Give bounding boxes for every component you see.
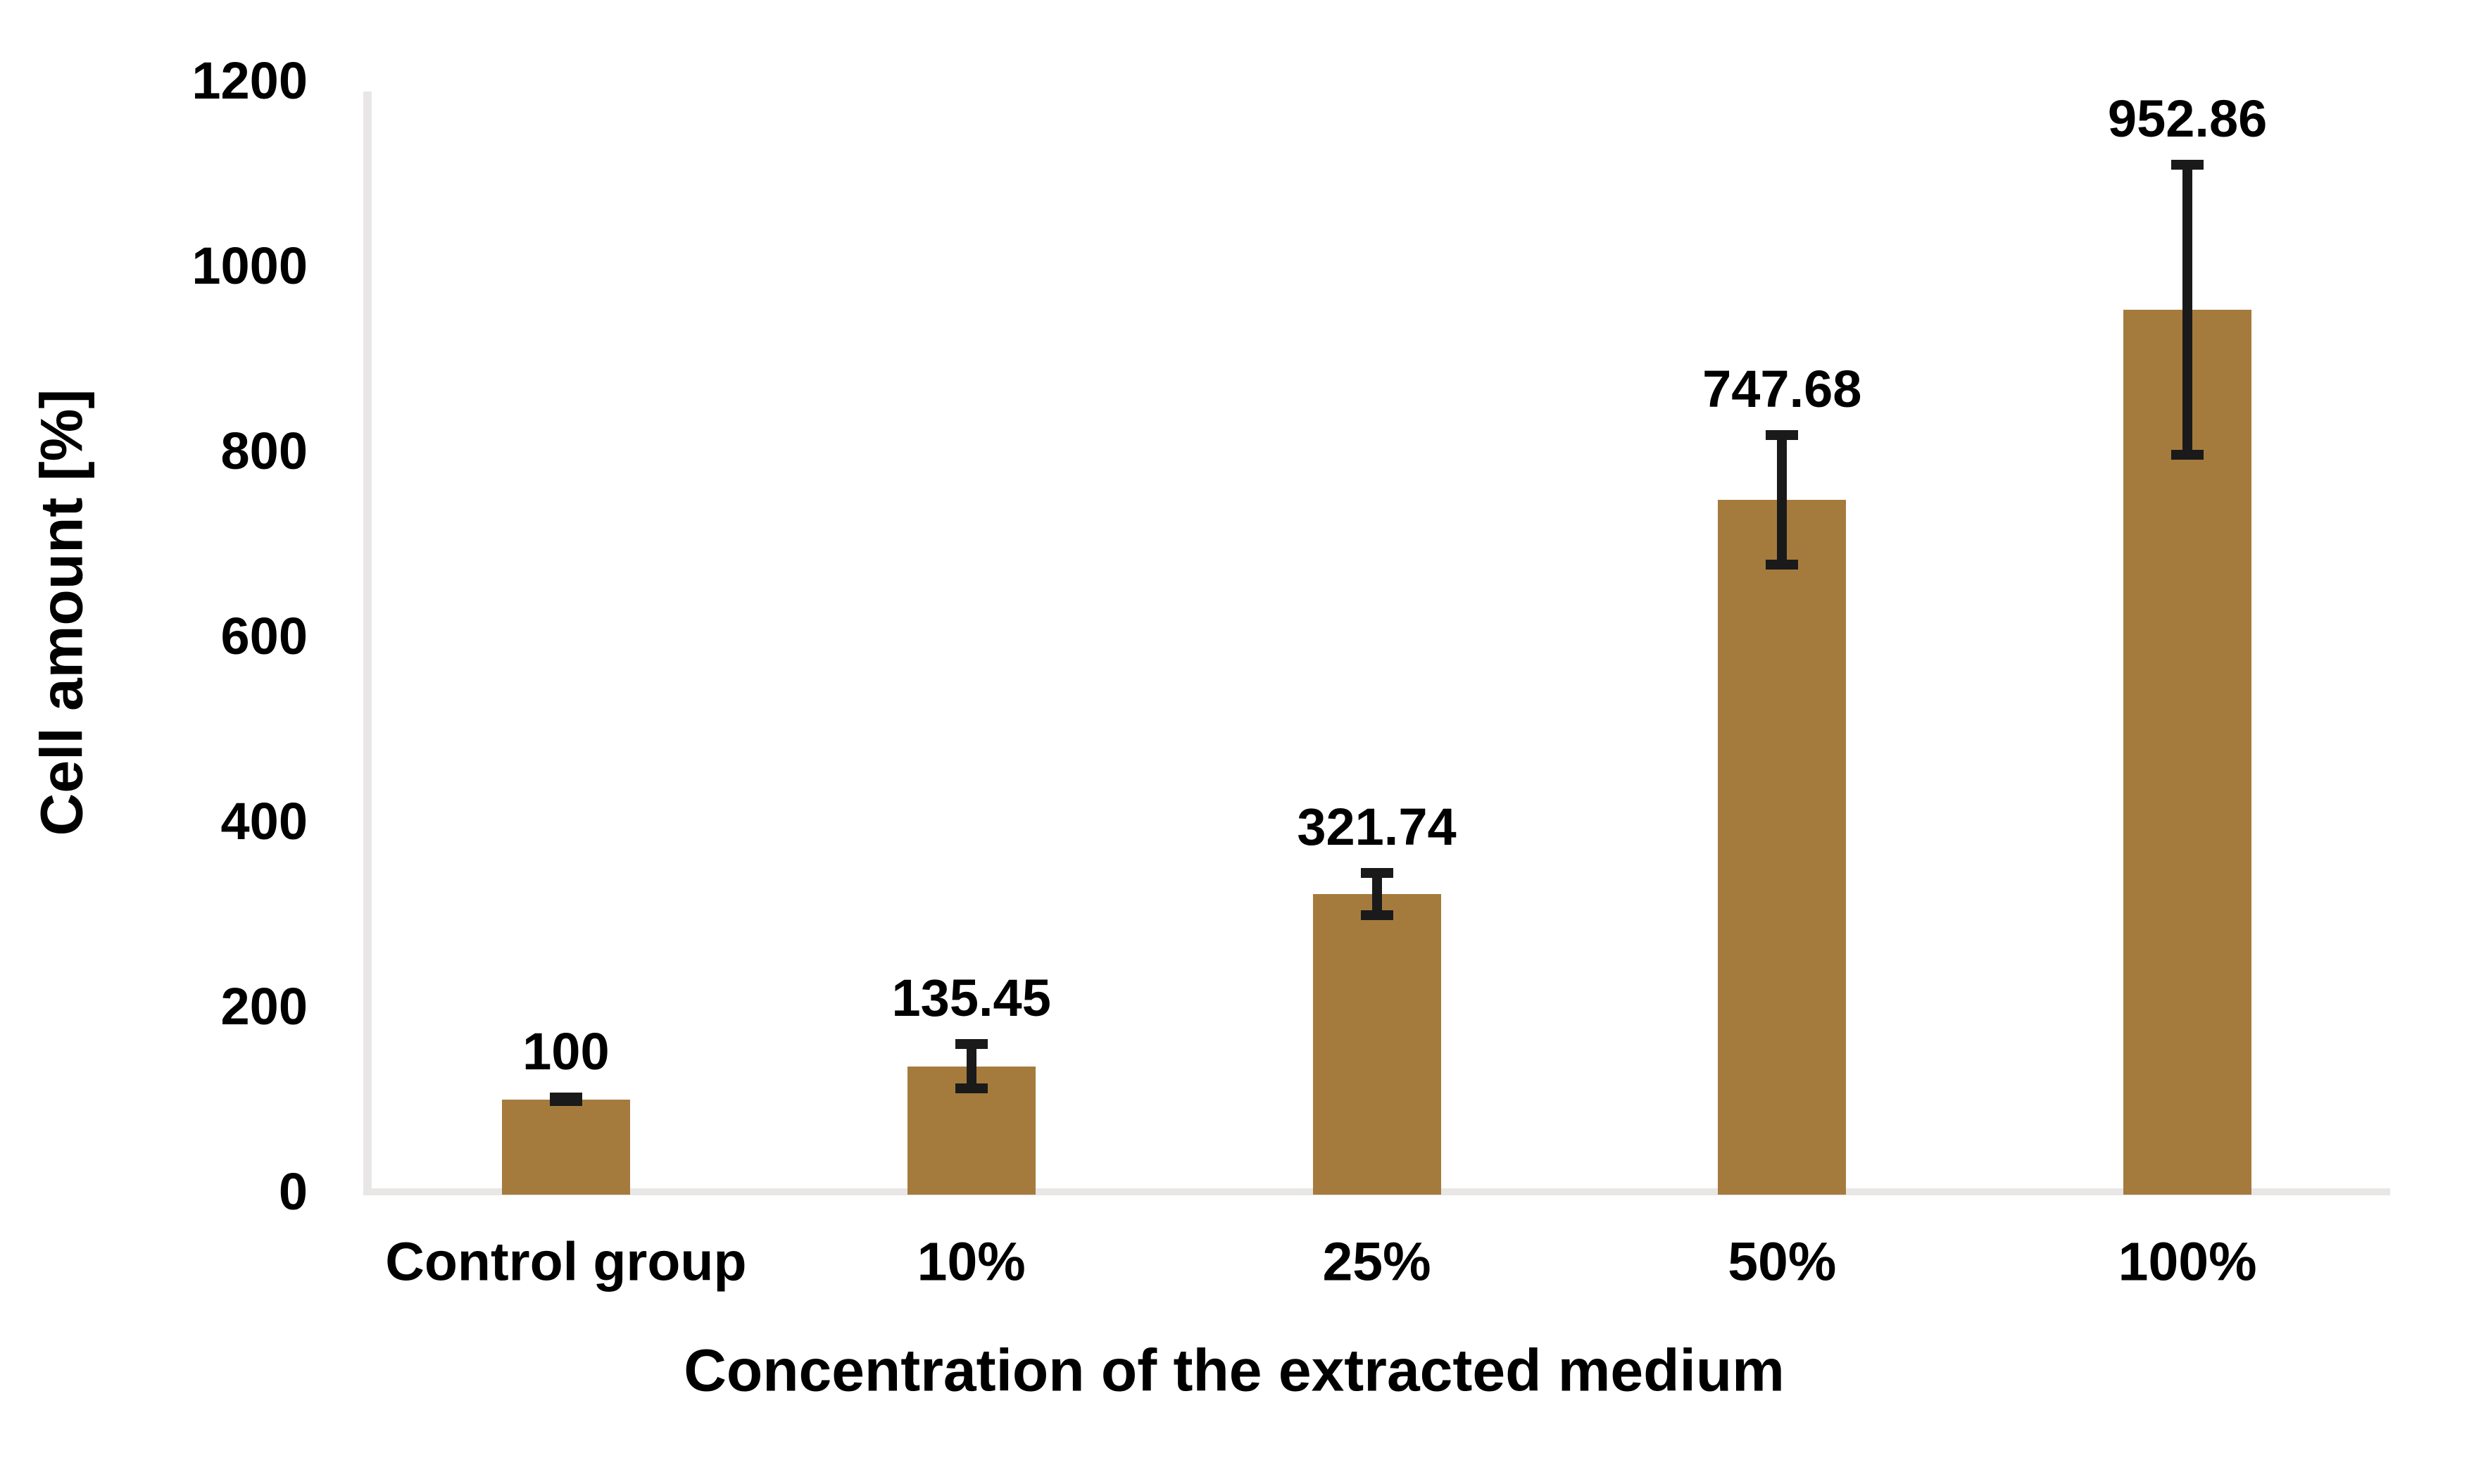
bar bbox=[501, 1099, 630, 1195]
error-bar-top-cap bbox=[955, 1039, 988, 1050]
y-tick-label: 600 bbox=[220, 607, 308, 665]
error-bar-bottom-cap bbox=[2171, 450, 2204, 460]
value-label: 952.86 bbox=[2107, 89, 2268, 148]
value-label: 100 bbox=[522, 1021, 610, 1081]
error-bar-top-cap bbox=[2171, 159, 2204, 170]
y-tick-label: 400 bbox=[220, 792, 308, 850]
bar bbox=[1718, 499, 1847, 1195]
error-bar-bottom-cap bbox=[955, 1083, 988, 1094]
x-axis-title: Concentration of the extracted medium bbox=[684, 1337, 1785, 1404]
error-bar-bottom-cap bbox=[549, 1096, 582, 1107]
y-axis-title: Cell amount [%] bbox=[28, 389, 95, 836]
y-tick-label: 0 bbox=[278, 1162, 308, 1221]
error-bar-line bbox=[1777, 434, 1788, 565]
category-label: 50% bbox=[1728, 1231, 1837, 1293]
y-tick-label: 200 bbox=[220, 977, 308, 1036]
error-bar-bottom-cap bbox=[1360, 910, 1393, 921]
category-label: 25% bbox=[1322, 1231, 1431, 1293]
bar bbox=[1312, 893, 1441, 1195]
category-label: Control group bbox=[385, 1231, 747, 1293]
y-tick-label: 1000 bbox=[191, 237, 308, 295]
error-bar-line bbox=[1371, 872, 1382, 916]
error-bar-bottom-cap bbox=[1766, 559, 1799, 570]
error-bar-top-cap bbox=[1766, 429, 1799, 440]
y-axis-line bbox=[363, 92, 372, 1195]
y-tick-label: 1200 bbox=[191, 51, 308, 110]
value-label: 747.68 bbox=[1702, 359, 1862, 418]
error-bar-top-cap bbox=[1360, 867, 1393, 878]
category-label: 10% bbox=[917, 1231, 1026, 1293]
error-bar-line bbox=[966, 1044, 976, 1089]
category-label: 100% bbox=[2118, 1231, 2257, 1293]
value-label: 321.74 bbox=[1297, 797, 1457, 856]
value-label: 135.45 bbox=[891, 969, 1051, 1028]
error-bar-line bbox=[2182, 164, 2193, 455]
y-tick-label: 800 bbox=[220, 422, 308, 480]
